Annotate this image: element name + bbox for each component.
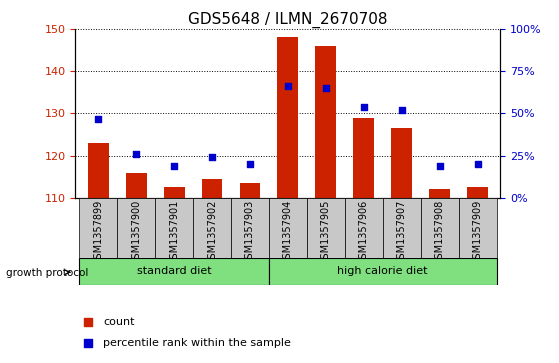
Point [84, 340, 93, 346]
Bar [383, 198, 421, 258]
Point [132, 151, 141, 157]
Bar [391, 128, 412, 198]
Bar [315, 46, 337, 198]
Text: GSM1357900: GSM1357900 [131, 200, 141, 265]
Bar [269, 198, 307, 258]
Point [473, 161, 482, 167]
Point [359, 104, 368, 110]
Bar [155, 198, 193, 258]
Bar [193, 198, 231, 258]
Bar [79, 258, 269, 285]
Bar [202, 179, 222, 198]
Text: GSM1357903: GSM1357903 [245, 200, 255, 265]
Bar [117, 198, 155, 258]
Point [207, 154, 216, 160]
Text: GSM1357909: GSM1357909 [472, 200, 482, 265]
Text: percentile rank within the sample: percentile rank within the sample [103, 338, 291, 347]
Text: GSM1357904: GSM1357904 [283, 200, 293, 265]
Bar [126, 172, 146, 198]
Point [245, 161, 254, 167]
Text: GSM1357906: GSM1357906 [359, 200, 369, 265]
Point [397, 107, 406, 113]
Point [321, 85, 330, 91]
Text: GSM1357902: GSM1357902 [207, 200, 217, 265]
Point [84, 319, 93, 325]
Bar [79, 198, 117, 258]
Text: GSM1357905: GSM1357905 [321, 200, 331, 265]
Point [283, 83, 292, 89]
Bar [269, 258, 496, 285]
Bar [231, 198, 269, 258]
Text: GSM1357901: GSM1357901 [169, 200, 179, 265]
Bar [239, 183, 260, 198]
Bar [88, 143, 108, 198]
Text: standard diet: standard diet [137, 266, 211, 276]
Bar [307, 198, 345, 258]
Text: high calorie diet: high calorie diet [338, 266, 428, 276]
Point [435, 163, 444, 169]
Text: GSM1357907: GSM1357907 [397, 200, 407, 265]
Bar [467, 187, 488, 198]
Point [94, 115, 103, 121]
Bar [458, 198, 496, 258]
Point [169, 163, 178, 169]
Bar [277, 37, 299, 198]
Bar [345, 198, 383, 258]
Bar [429, 189, 450, 198]
Text: count: count [103, 317, 135, 327]
Bar [353, 118, 374, 198]
Text: GSM1357899: GSM1357899 [93, 200, 103, 265]
Bar [164, 187, 184, 198]
Bar [421, 198, 458, 258]
Title: GDS5648 / ILMN_2670708: GDS5648 / ILMN_2670708 [188, 12, 387, 28]
Text: growth protocol: growth protocol [6, 268, 88, 278]
Text: GSM1357908: GSM1357908 [434, 200, 444, 265]
